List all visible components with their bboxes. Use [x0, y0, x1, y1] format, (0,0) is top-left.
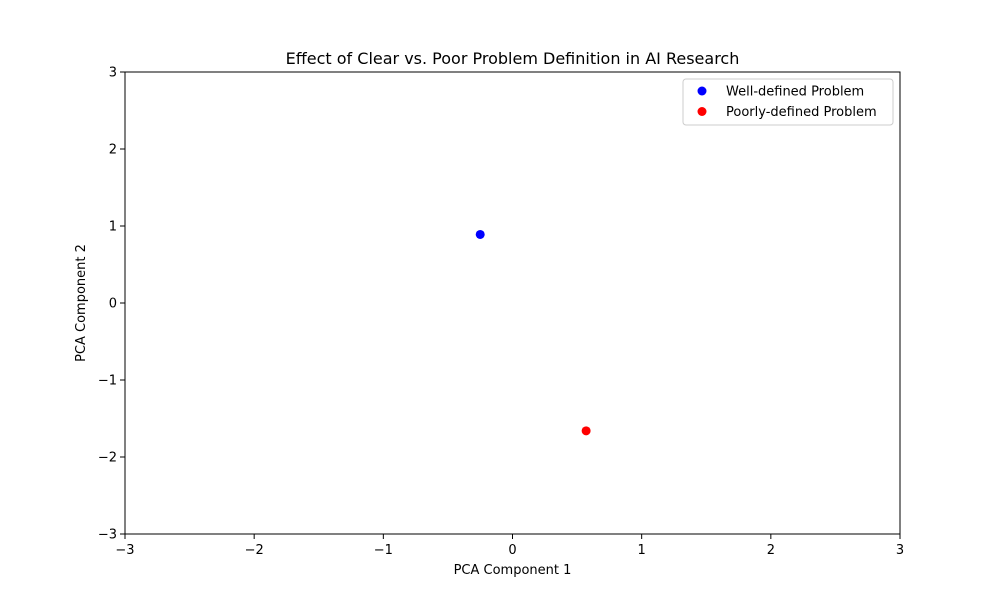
legend-box [682, 78, 894, 126]
data-point-well-defined [475, 229, 485, 239]
data-point-poorly-defined [581, 426, 591, 436]
y-axis-label: PCA Component 2 [74, 244, 89, 362]
legend-marker [697, 86, 707, 96]
y-tick-label: 3 [109, 66, 117, 81]
x-tick-label: −3 [115, 543, 134, 558]
y-tick-label: 2 [109, 143, 117, 158]
y-tick-label: −2 [98, 451, 117, 466]
y-axis-ticks: −3 −2 −1 0 1 2 3 [98, 66, 125, 543]
chart-title: Effect of Clear vs. Poor Problem Definit… [286, 49, 740, 68]
legend-label: Poorly-defined Problem [726, 105, 877, 120]
legend: Well-defined Problem Poorly-defined Probl… [682, 78, 894, 126]
y-tick-label: −3 [98, 528, 117, 543]
x-tick-label: −2 [245, 543, 264, 558]
x-tick-label: −1 [374, 543, 393, 558]
x-axis-label: PCA Component 1 [454, 563, 572, 578]
x-tick-label: 2 [767, 543, 775, 558]
y-tick-label: −1 [98, 374, 117, 389]
x-tick-label: 1 [638, 543, 646, 558]
legend-marker [697, 107, 707, 116]
y-tick-label: 0 [109, 297, 117, 312]
data-points [475, 229, 591, 436]
legend-label: Well-defined Problem [726, 85, 864, 100]
x-tick-label: 0 [508, 543, 516, 558]
x-axis-ticks: −3 −2 −1 0 1 2 3 [115, 534, 904, 558]
y-tick-label: 1 [109, 220, 117, 235]
plot-frame [124, 71, 901, 535]
x-tick-label: 3 [896, 543, 904, 558]
